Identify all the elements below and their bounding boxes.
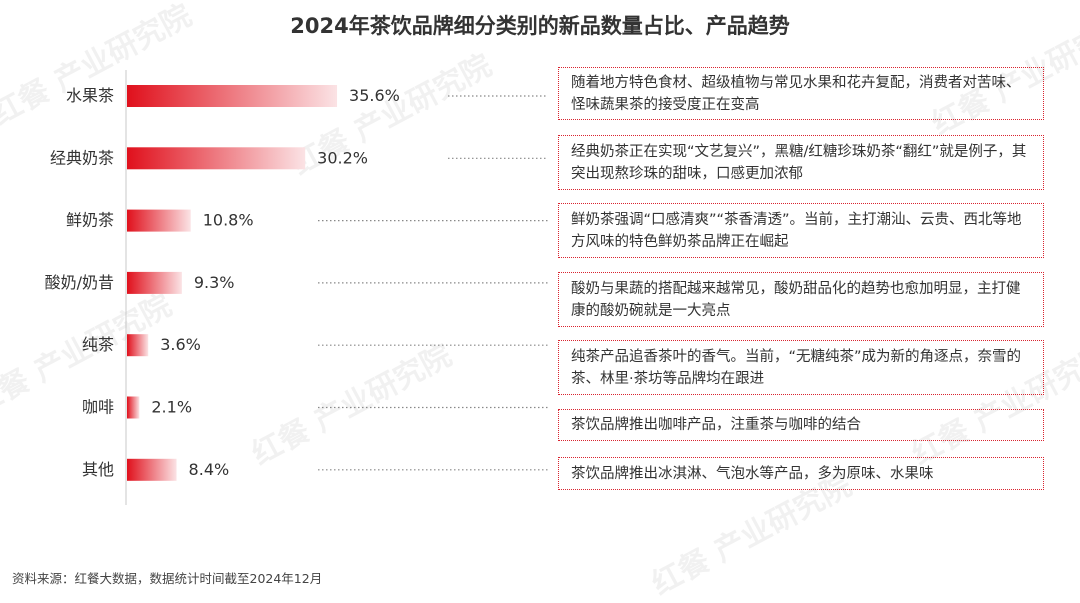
trend-description-text: 酸奶与果蔬的搭配越来越常见，酸奶甜品化的趋势也愈加明显，主打健康的酸奶碗就是一大… <box>571 280 1021 319</box>
trend-description: 茶饮品牌推出咖啡产品，注重茶与咖啡的结合 <box>558 409 1044 441</box>
category-label: 鲜奶茶 <box>66 211 114 230</box>
trend-description-text: 经典奶茶正在实现“文艺复兴”，黑糖/红糖珍珠奶茶“翻红”就是例子，其突出现熬珍珠… <box>571 143 1027 182</box>
trend-description: 茶饮品牌推出冰淇淋、气泡水等产品，多为原味、水果味 <box>558 457 1044 490</box>
chart-title: 2024年茶饮品牌细分类别的新品数量占比、产品趋势 <box>290 14 790 38</box>
trend-description: 酸奶与果蔬的搭配越来越常见，酸奶甜品化的趋势也愈加明显，主打健康的酸奶碗就是一大… <box>558 272 1044 327</box>
trend-description: 经典奶茶正在实现“文艺复兴”，黑糖/红糖珍珠奶茶“翻红”就是例子，其突出现熬珍珠… <box>558 135 1044 190</box>
category-label: 水果茶 <box>66 86 114 105</box>
value-label: 3.6% <box>160 335 201 354</box>
trend-description-text: 茶饮品牌推出冰淇淋、气泡水等产品，多为原味、水果味 <box>571 465 934 482</box>
category-label: 经典奶茶 <box>50 148 114 167</box>
bar <box>127 147 306 170</box>
trend-description: 随着地方特色食材、超级植物与常见水果和花卉复配，消费者对苦味、怪味蔬果茶的接受度… <box>558 67 1044 120</box>
trend-description-text: 茶饮品牌推出咖啡产品，注重茶与咖啡的结合 <box>571 417 861 433</box>
bar <box>127 209 191 232</box>
bar <box>127 334 149 357</box>
category-label: 酸奶/奶昔 <box>45 273 114 292</box>
value-label: 2.1% <box>151 398 192 417</box>
value-label: 35.6% <box>349 86 400 105</box>
value-label: 30.2% <box>317 148 368 167</box>
trend-description-text: 鲜奶茶强调“口感清爽”“茶香清透”。当前，主打潮汕、云贵、西北等地方风味的特色鲜… <box>571 211 1022 250</box>
category-label: 咖啡 <box>82 398 114 417</box>
value-label: 9.3% <box>194 273 235 292</box>
source-note: 资料来源：红餐大数据，数据统计时间截至2024年12月 <box>12 571 323 586</box>
bar <box>127 85 338 107</box>
bar <box>127 396 140 419</box>
trend-description: 鲜奶茶强调“口感清爽”“茶香清透”。当前，主打潮汕、云贵、西北等地方风味的特色鲜… <box>558 203 1044 258</box>
trend-description-text: 随着地方特色食材、超级植物与常见水果和花卉复配，消费者对苦味、怪味蔬果茶的接受度… <box>571 74 1021 113</box>
category-label: 纯茶 <box>82 335 114 354</box>
category-label: 其他 <box>82 460 114 479</box>
value-label: 8.4% <box>189 460 230 479</box>
bar <box>127 271 182 294</box>
value-label: 10.8% <box>203 211 254 230</box>
trend-description: 纯茶产品追香茶叶的香气。当前，“无糖纯茶”成为新的角逐点，奈雪的茶、林里·茶坊等… <box>558 340 1044 395</box>
trend-description-text: 纯茶产品追香茶叶的香气。当前，“无糖纯茶”成为新的角逐点，奈雪的茶、林里·茶坊等… <box>571 348 1022 387</box>
bar <box>127 458 177 481</box>
